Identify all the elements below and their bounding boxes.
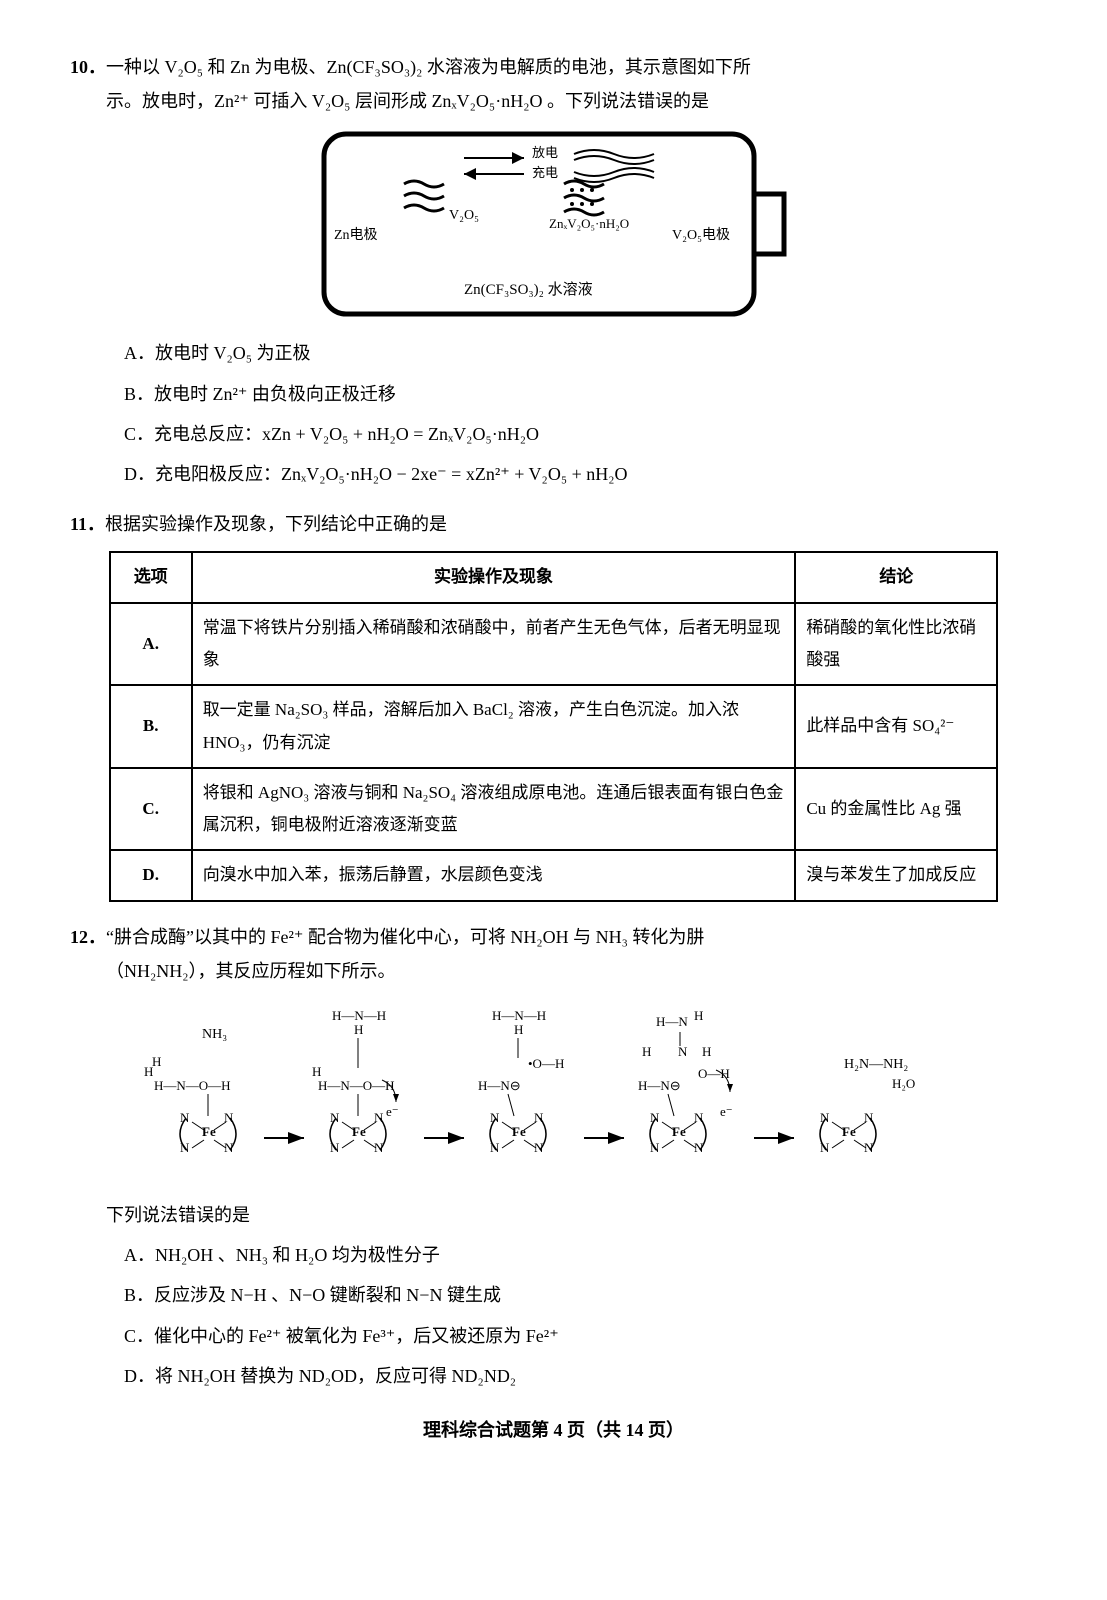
svg-text:H: H (702, 1044, 711, 1059)
svg-text:N: N (678, 1044, 688, 1059)
q12-stem-line1: 12．“肼合成酶”以其中的 Fe²⁺ 配合物为催化中心，可将 NH₂OH 与 N… (70, 920, 1037, 954)
cell-opt: A. (110, 603, 192, 686)
q12-option-b: B．反应涉及 N−H 、N−O 键断裂和 N−N 键生成 (124, 1278, 1037, 1312)
cell-conclusion: 此样品中含有 SO₄²⁻ (795, 685, 997, 768)
svg-text:•O—H: •O—H (528, 1056, 564, 1071)
cell-opt: D. (110, 850, 192, 900)
page-footer: 理科综合试题第 4 页（共 14 页） (70, 1413, 1037, 1447)
table-row: D. 向溴水中加入苯，振荡后静置，水层颜色变浅 溴与苯发生了加成反应 (110, 850, 998, 900)
question-10: 10．一种以 V₂O₅ 和 Zn 为电极、Zn(CF₃SO₃)₂ 水溶液为电解质… (70, 50, 1037, 491)
q11-number: 11． (70, 514, 105, 534)
svg-text:H—N—H: H—N—H (332, 1008, 386, 1023)
q11-table: 选项 实验操作及现象 结论 A. 常温下将铁片分别插入稀硝酸和浓硝酸中，前者产生… (109, 551, 999, 901)
col-header-conclusion: 结论 (795, 552, 997, 602)
question-11: 11．根据实验操作及现象，下列结论中正确的是 选项 实验操作及现象 结论 A. … (70, 507, 1037, 902)
diagram-electrolyte-label: Zn(CF₃SO₃)₂ 水溶液 (464, 281, 593, 298)
mechanism-step-2: H—N—H H H H—N—O—H e⁻ Fe NN NN (312, 1008, 399, 1155)
mechanism-step-5: H₂N—NH₂ H₂O Fe NN NN (820, 1057, 915, 1155)
svg-text:N: N (490, 1110, 500, 1125)
diagram-charge-label: 充电 (532, 165, 558, 180)
svg-text:Fe: Fe (202, 1124, 216, 1139)
q12-option-a: A．NH₂OH 、NH₃ 和 H₂O 均为极性分子 (124, 1238, 1037, 1272)
svg-text:H—N—O—H: H—N—O—H (154, 1078, 231, 1093)
question-12: 12．“肼合成酶”以其中的 Fe²⁺ 配合物为催化中心，可将 NH₂OH 与 N… (70, 920, 1037, 1393)
cell-operation: 向溴水中加入苯，振荡后静置，水层颜色变浅 (192, 850, 796, 900)
cell-operation: 取一定量 Na₂SO₃ 样品，溶解后加入 BaCl₂ 溶液，产生白色沉淀。加入浓… (192, 685, 796, 768)
q10-battery-diagram: 放电 充电 V₂O₅ ZnₓV₂O₅· (314, 124, 794, 324)
svg-text:N: N (820, 1110, 830, 1125)
q10-option-c: C．充电总反应：xZn + V₂O₅ + nH₂O = ZnₓV₂O₅·nH₂O (124, 417, 1037, 451)
svg-text:H₂N—NH₂: H₂N—NH₂ (844, 1057, 908, 1072)
q12-stem-line2: （NH₂NH₂），其反应历程如下所示。 (106, 954, 1037, 988)
svg-text:Fe: Fe (672, 1124, 686, 1139)
table-row: B. 取一定量 Na₂SO₃ 样品，溶解后加入 BaCl₂ 溶液，产生白色沉淀。… (110, 685, 998, 768)
svg-text:Fe: Fe (352, 1124, 366, 1139)
q10-number: 10． (70, 57, 106, 77)
table-row: C. 将银和 AgNO₃ 溶液与铜和 Na₂SO₄ 溶液组成原电池。连通后银表面… (110, 768, 998, 851)
cell-opt: B. (110, 685, 192, 768)
svg-text:H: H (514, 1022, 523, 1037)
svg-text:H: H (694, 1008, 703, 1023)
q11-text: 根据实验操作及现象，下列结论中正确的是 (105, 514, 447, 534)
svg-text:N: N (330, 1110, 340, 1125)
q10-option-b: B．放电时 Zn²⁺ 由负极向正极迁移 (124, 377, 1037, 411)
svg-text:N: N (650, 1110, 660, 1125)
svg-text:H: H (152, 1054, 161, 1069)
svg-text:H—N: H—N (656, 1014, 688, 1029)
svg-text:H₂O: H₂O (892, 1076, 915, 1091)
svg-text:Fe: Fe (512, 1124, 526, 1139)
table-header-row: 选项 实验操作及现象 结论 (110, 552, 998, 602)
cell-conclusion: 溴与苯发生了加成反应 (795, 850, 997, 900)
q12-mechanism-diagram: NH₃ H H—N—O—H H Fe N N N N (114, 998, 994, 1188)
q10-stem-line2: 示。放电时，Zn²⁺ 可插入 V₂O₅ 层间形成 ZnₓV₂O₅·nH₂O 。下… (106, 84, 1037, 118)
cell-conclusion: 稀硝酸的氧化性比浓硝酸强 (795, 603, 997, 686)
svg-text:H: H (312, 1064, 321, 1079)
svg-text:O—H: O—H (698, 1066, 730, 1081)
q10-option-a: A．放电时 V₂O₅ 为正极 (124, 336, 1037, 370)
q11-stem: 11．根据实验操作及现象，下列结论中正确的是 (70, 507, 1037, 541)
svg-text:H—N⊖: H—N⊖ (478, 1078, 521, 1093)
cell-opt: C. (110, 768, 192, 851)
mechanism-step-1: NH₃ H H—N—O—H H Fe NN NN (144, 1027, 236, 1155)
svg-text:N: N (180, 1110, 190, 1125)
table-row: A. 常温下将铁片分别插入稀硝酸和浓硝酸中，前者产生无色气体，后者无明显现象 稀… (110, 603, 998, 686)
svg-text:H: H (354, 1022, 363, 1037)
q12-text1: “肼合成酶”以其中的 Fe²⁺ 配合物为催化中心，可将 NH₂OH 与 NH₃ … (106, 927, 704, 947)
svg-text:NH₃: NH₃ (202, 1027, 227, 1042)
q12-number: 12． (70, 927, 106, 947)
q10-options: A．放电时 V₂O₅ 为正极 B．放电时 Zn²⁺ 由负极向正极迁移 C．充电总… (124, 336, 1037, 491)
diagram-v2o5-label: V₂O₅ (449, 208, 479, 223)
svg-text:H—N—H: H—N—H (492, 1008, 546, 1023)
cell-conclusion: Cu 的金属性比 Ag 强 (795, 768, 997, 851)
q12-tail: 下列说法错误的是 (106, 1198, 1037, 1232)
q12-options: A．NH₂OH 、NH₃ 和 H₂O 均为极性分子 B．反应涉及 N−H 、N−… (124, 1238, 1037, 1393)
cell-operation: 将银和 AgNO₃ 溶液与铜和 Na₂SO₄ 溶液组成原电池。连通后银表面有银白… (192, 768, 796, 851)
svg-text:H: H (642, 1044, 651, 1059)
diagram-znxv2o5-label: ZnₓV₂O₅·nH₂O (549, 216, 629, 231)
mechanism-step-3: H—N—H H •O—H H—N⊖ Fe NN NN (478, 1008, 564, 1155)
svg-text:H—N⊖: H—N⊖ (638, 1078, 681, 1093)
q10-text1: 一种以 V₂O₅ 和 Zn 为电极、Zn(CF₃SO₃)₂ 水溶液为电解质的电池… (106, 57, 751, 77)
q10-stem-line1: 10．一种以 V₂O₅ 和 Zn 为电极、Zn(CF₃SO₃)₂ 水溶液为电解质… (70, 50, 1037, 84)
svg-text:e⁻: e⁻ (720, 1104, 733, 1119)
q12-option-d: D．将 NH₂OH 替换为 ND₂OD，反应可得 ND₂ND₂ (124, 1359, 1037, 1393)
q10-option-d: D．充电阳极反应：ZnₓV₂O₅·nH₂O − 2xe⁻ = xZn²⁺ + V… (124, 457, 1037, 491)
svg-text:Fe: Fe (842, 1124, 856, 1139)
diagram-zn-electrode-label: Zn电极 (334, 227, 378, 243)
col-header-operation: 实验操作及现象 (192, 552, 796, 602)
mechanism-step-4: H—N H HNH O—H H—N⊖ e⁻ Fe NN NN (638, 1008, 733, 1155)
svg-text:e⁻: e⁻ (386, 1104, 399, 1119)
diagram-v2o5-electrode-label: V₂O₅电极 (672, 227, 730, 243)
diagram-discharge-label: 放电 (532, 145, 558, 160)
q12-option-c: C．催化中心的 Fe²⁺ 被氧化为 Fe³⁺，后又被还原为 Fe²⁺ (124, 1319, 1037, 1353)
cell-operation: 常温下将铁片分别插入稀硝酸和浓硝酸中，前者产生无色气体，后者无明显现象 (192, 603, 796, 686)
col-header-option: 选项 (110, 552, 192, 602)
